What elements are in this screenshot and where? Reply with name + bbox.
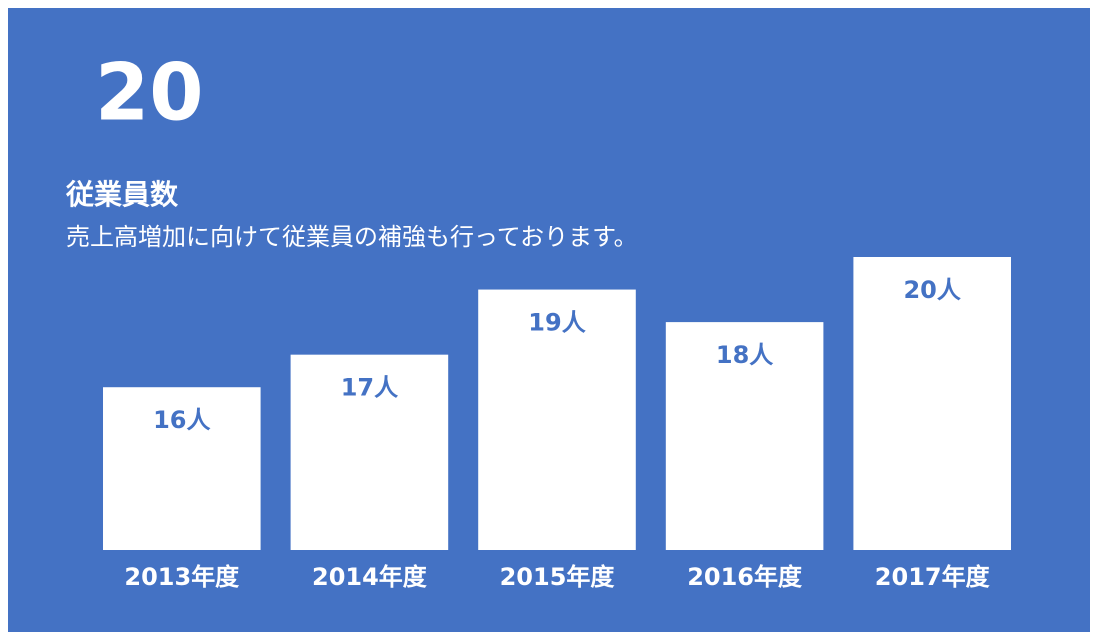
bar: [290, 354, 449, 550]
bar: [853, 257, 1011, 550]
value-label: 19人: [528, 309, 585, 337]
value-label: 17人: [341, 374, 398, 402]
bar: [103, 387, 261, 550]
x-tick-label: 2015年度: [500, 563, 616, 591]
x-tick-label: 2017年度: [875, 563, 991, 591]
bar: [665, 322, 824, 550]
x-tick-label: 2013年度: [124, 563, 240, 591]
kpi: 20: [95, 48, 204, 138]
x-tick-label: 2016年度: [687, 563, 803, 591]
bar: [478, 289, 636, 550]
chart-title: 従業員数: [65, 178, 179, 211]
value-label: 16人: [153, 406, 210, 434]
x-tick-label: 2014年度: [312, 563, 428, 591]
value-label: 18人: [716, 341, 773, 369]
chart-subtitle: 売上高増加に向けて従業員の補強も行っております。: [66, 223, 638, 251]
value-label: 20人: [903, 276, 960, 304]
